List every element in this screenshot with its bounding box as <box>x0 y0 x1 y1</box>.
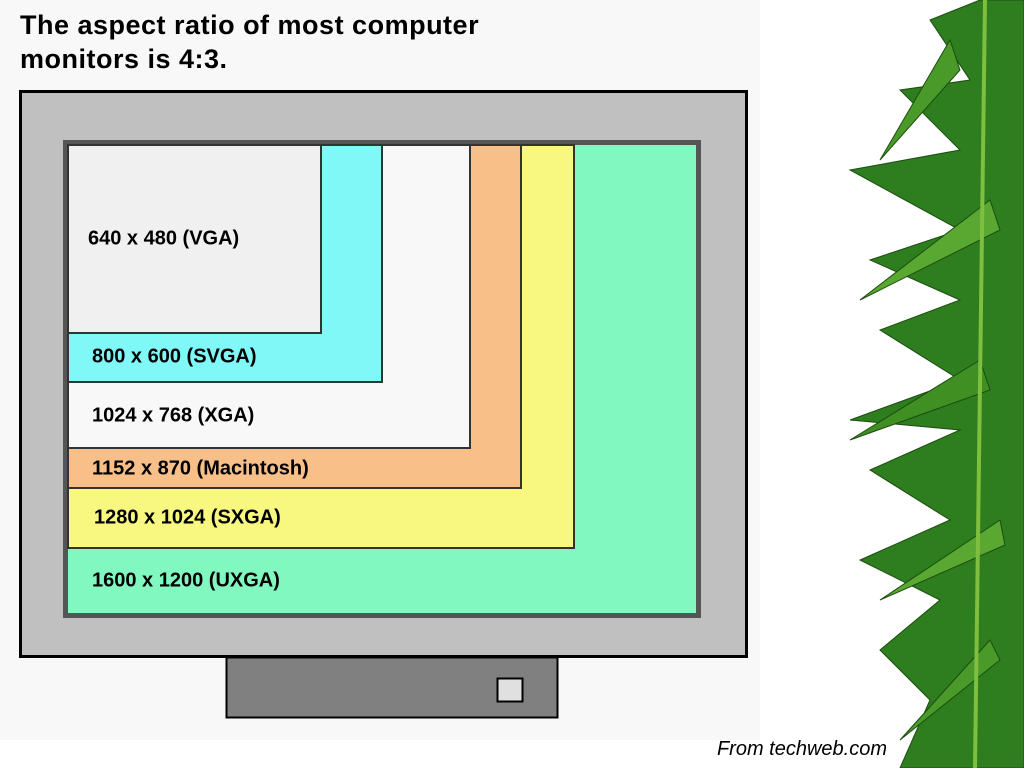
bamboo-decoration <box>848 0 1024 768</box>
resolution-label: 800 x 600 (SVGA) <box>92 345 257 367</box>
resolution-label: 640 x 480 (VGA) <box>88 227 239 249</box>
resolution-label: 1600 x 1200 (UXGA) <box>92 569 280 591</box>
source-caption: From techweb.com <box>716 738 887 760</box>
power-button <box>496 677 524 703</box>
resolution-label: 1024 x 768 (XGA) <box>92 404 254 426</box>
area-vga <box>67 144 322 334</box>
resolution-label: 1280 x 1024 (SXGA) <box>94 506 281 528</box>
resolution-label: 1152 x 870 (Macintosh) <box>92 457 309 479</box>
title: The aspect ratio of most computer monito… <box>20 10 480 74</box>
